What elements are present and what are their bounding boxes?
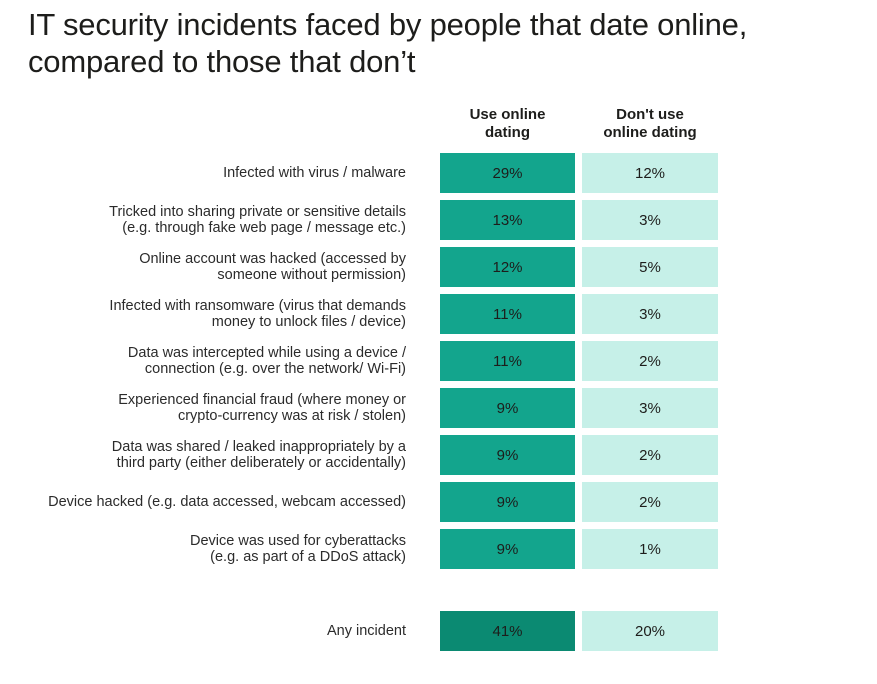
cell-use: 9% <box>440 482 575 522</box>
column-header-line: dating <box>485 124 530 141</box>
row-label: Infected with ransomware (virus that dem… <box>6 294 406 334</box>
column-header-line: Use online <box>469 106 546 123</box>
cell-use: 12% <box>440 247 575 287</box>
row-label: Any incident <box>6 611 406 651</box>
row-label-line: Infected with virus / malware <box>223 165 406 181</box>
column-header-dont-use-online-dating: Don't use online dating <box>582 106 718 142</box>
cell-nonuse: 3% <box>582 294 718 334</box>
chart-title-line-1: IT security incidents faced by people th… <box>28 7 748 42</box>
cell-nonuse: 3% <box>582 388 718 428</box>
cell-nonuse: 2% <box>582 482 718 522</box>
row-label-line: (e.g. through fake web page / message et… <box>122 220 406 236</box>
row-label-line: Tricked into sharing private or sensitiv… <box>109 204 406 220</box>
row-label-line: third party (either deliberately or acci… <box>116 455 406 471</box>
row-label-line: Experienced financial fraud (where money… <box>118 392 406 408</box>
cell-use: 11% <box>440 294 575 334</box>
row-label-line: Device was used for cyberattacks <box>190 533 406 549</box>
cell-nonuse-total: 20% <box>582 611 718 651</box>
row-label-line: connection (e.g. over the network/ Wi-Fi… <box>144 361 406 377</box>
cell-use: 13% <box>440 200 575 240</box>
row-label: Experienced financial fraud (where money… <box>6 388 406 428</box>
cell-use: 29% <box>440 153 575 193</box>
column-header-line: Don't use <box>616 106 684 123</box>
row-label: Tricked into sharing private or sensitiv… <box>6 200 406 240</box>
cell-nonuse: 12% <box>582 153 718 193</box>
row-label-line: Infected with ransomware (virus that dem… <box>109 298 406 314</box>
cell-use: 9% <box>440 435 575 475</box>
row-label: Device was used for cyberattacks (e.g. as… <box>6 529 406 569</box>
row-label: Data was intercepted while using a devic… <box>6 341 406 381</box>
cell-use: 9% <box>440 388 575 428</box>
row-label-line: crypto-currency was at risk / stolen) <box>177 408 406 424</box>
cell-nonuse: 2% <box>582 435 718 475</box>
row-label-line: Data was intercepted while using a devic… <box>127 345 406 361</box>
column-header-use-online-dating: Use online dating <box>440 106 575 142</box>
row-label-line: money to unlock files / device) <box>211 314 406 330</box>
row-label-line: Any incident <box>327 623 406 639</box>
row-label-line: Data was shared / leaked inappropriately… <box>111 439 406 455</box>
cell-use: 9% <box>440 529 575 569</box>
cell-nonuse: 2% <box>582 341 718 381</box>
chart-title: IT security incidents faced by people th… <box>28 6 747 80</box>
cell-nonuse: 1% <box>582 529 718 569</box>
row-label: Infected with virus / malware <box>6 153 406 193</box>
chart-title-line-2: compared to those that don’t <box>28 44 416 79</box>
cell-use-total: 41% <box>440 611 575 651</box>
row-label-line: Online account was hacked (accessed by <box>139 251 406 267</box>
row-label: Online account was hacked (accessed by so… <box>6 247 406 287</box>
cell-nonuse: 5% <box>582 247 718 287</box>
row-label-line: Device hacked (e.g. data accessed, webca… <box>48 494 406 510</box>
row-label-line: (e.g. as part of a DDoS attack) <box>210 549 406 565</box>
row-label: Device hacked (e.g. data accessed, webca… <box>6 482 406 522</box>
cell-use: 11% <box>440 341 575 381</box>
row-label-line: someone without permission) <box>217 267 406 283</box>
column-header-line: online dating <box>603 124 697 141</box>
row-label: Data was shared / leaked inappropriately… <box>6 435 406 475</box>
cell-nonuse: 3% <box>582 200 718 240</box>
